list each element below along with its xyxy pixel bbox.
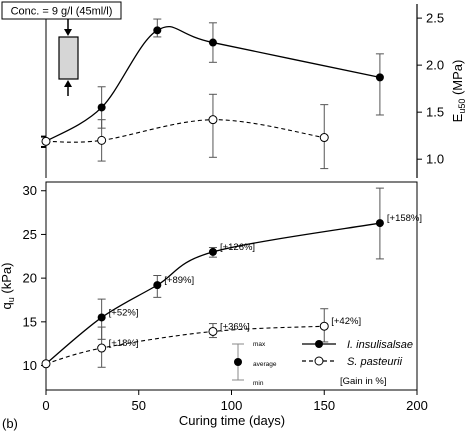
top-point-s0 <box>375 73 384 82</box>
bottom-y-label-main: q <box>0 302 14 309</box>
top-data-points <box>41 26 384 146</box>
gain-label: [+18%] <box>109 338 139 349</box>
top-point-s1 <box>97 135 107 145</box>
gain-note: [Gain in %] <box>340 376 386 387</box>
bot-xtick-label: 150 <box>313 398 335 413</box>
bottom-y-label-unit: (kPa) <box>0 263 14 298</box>
top-ytick-label: 2.0 <box>426 58 444 73</box>
key-average-label: average <box>253 361 277 368</box>
bot-xtick-label: 50 <box>132 398 146 413</box>
bot-point-s0 <box>208 247 217 256</box>
key-point <box>234 358 242 366</box>
gain-label: [+36%] <box>220 321 250 332</box>
bot-series-line-0 <box>45 222 381 365</box>
top-point-s1 <box>319 133 329 143</box>
bottom-series-lines <box>45 222 381 365</box>
legend: I. insulisalsae S. pasteurii [Gain in %] <box>302 339 413 387</box>
top-y-label-unit: (MPa) <box>450 60 465 99</box>
bot-ytick-label: 30 <box>23 183 37 198</box>
bottom-y-label-sub: u <box>6 297 16 302</box>
bottom-data-points <box>41 219 384 369</box>
gain-label: [+42%] <box>331 316 361 327</box>
gain-label: [+158%] <box>387 213 422 224</box>
top-series-line-1 <box>45 119 325 143</box>
bot-point-s0 <box>153 281 162 290</box>
bot-point-s1 <box>41 359 51 369</box>
bot-point-s0 <box>375 219 384 228</box>
gain-labels: [+52%] [+89%] [+126%] [+158%] [+18%] [+36%] [+… <box>109 213 422 349</box>
bottom-x-axis-label: Curing time (days) <box>179 413 285 428</box>
errorbar-key: max average min <box>232 341 277 387</box>
concentration-inset: Conc. = 9 g/l (45ml/l) <box>1 1 122 96</box>
bot-xtick-label: 100 <box>221 398 243 413</box>
top-series-lines <box>45 25 381 143</box>
legend-marker-insulisalsae <box>315 340 323 348</box>
bot-point-s1 <box>319 321 329 331</box>
top-y-label-main: E <box>450 113 465 122</box>
bot-ytick-label: 25 <box>23 227 37 242</box>
bottom-y-ticks: 10 15 20 25 30 <box>23 183 46 373</box>
bot-ytick-label: 15 <box>23 314 37 329</box>
bot-series-line-1 <box>45 325 325 365</box>
bot-point-s1 <box>208 326 218 336</box>
top-y-axis-label: Eu50 (MPa) <box>450 60 467 123</box>
bot-xtick-label: 200 <box>406 398 428 413</box>
top-ytick-label: 2.5 <box>426 11 444 26</box>
key-min-label: min <box>253 380 264 387</box>
bot-point-s0 <box>97 313 106 322</box>
gain-label: [+89%] <box>164 275 194 286</box>
top-series-line-0 <box>45 25 381 142</box>
key-max-label: max <box>253 341 266 348</box>
specimen-icon <box>58 36 79 80</box>
top-ytick-label: 1.5 <box>426 105 444 120</box>
top-point-s0 <box>208 38 217 47</box>
bot-ytick-label: 20 <box>23 271 37 286</box>
bot-point-s1 <box>97 343 107 353</box>
top-y-label-sub: u50 <box>457 99 467 114</box>
legend-label-pasteurii: S. pasteurii <box>347 356 403 368</box>
top-error-bars <box>97 18 384 170</box>
bot-xtick-label: 0 <box>42 398 49 413</box>
bottom-y-axis-label: qu (kPa) <box>0 263 16 310</box>
top-point-s0 <box>153 26 162 35</box>
gain-label: [+52%] <box>109 307 139 318</box>
legend-marker-pasteurii <box>314 356 324 366</box>
top-ytick-label: 1.0 <box>426 152 444 167</box>
elastic-modulus-chart: 1.0 1.5 2.0 2.5 Eu50 (MPa) Conc. = 9 g/l (4… <box>1 1 467 178</box>
bottom-x-ticks: 0 50 100 150 200 <box>42 390 428 413</box>
top-point-s0 <box>97 103 106 112</box>
panel-label: (b) <box>2 416 18 431</box>
load-arrow-bottom-head <box>64 80 72 87</box>
top-point-s1 <box>41 136 51 146</box>
conc-label: Conc. = 9 g/l (45ml/l) <box>11 6 113 18</box>
strength-chart: 10 15 20 25 30 0 50 100 150 200 [+52%] [+89%] [+12… <box>0 181 428 431</box>
bottom-error-bars <box>97 187 384 368</box>
conc-label-box <box>1 1 122 20</box>
top-right-y-ticks: 1.0 1.5 2.0 2.5 <box>417 11 444 167</box>
load-arrow-top-head <box>64 29 72 36</box>
bot-ytick-label: 10 <box>23 358 37 373</box>
legend-label-insulisalsae: I. insulisalsae <box>347 339 413 351</box>
gain-label: [+126%] <box>220 242 255 253</box>
top-left-tick-marks <box>41 135 46 148</box>
top-point-s1 <box>208 115 218 125</box>
